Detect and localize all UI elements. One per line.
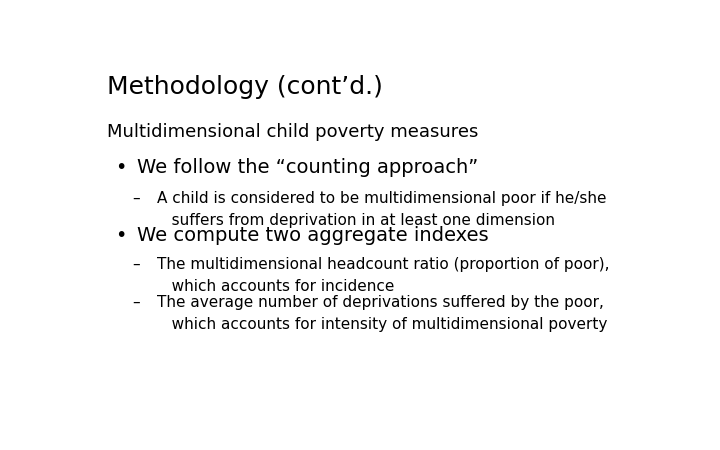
Text: –: – [132, 256, 140, 272]
Text: –: – [132, 295, 140, 310]
Text: Multidimensional child poverty measures: Multidimensional child poverty measures [107, 123, 478, 141]
Text: The multidimensional headcount ratio (proportion of poor),
   which accounts for: The multidimensional headcount ratio (pr… [157, 256, 609, 294]
Text: We compute two aggregate indexes: We compute two aggregate indexes [138, 225, 489, 244]
Text: –: – [132, 191, 140, 206]
Text: •: • [115, 225, 127, 244]
Text: A child is considered to be multidimensional poor if he/she
   suffers from depr: A child is considered to be multidimensi… [157, 191, 606, 228]
Text: Methodology (cont’d.): Methodology (cont’d.) [107, 75, 382, 99]
Text: We follow the “counting approach”: We follow the “counting approach” [138, 158, 479, 177]
Text: The average number of deprivations suffered by the poor,
   which accounts for i: The average number of deprivations suffe… [157, 295, 608, 332]
Text: •: • [115, 158, 127, 177]
